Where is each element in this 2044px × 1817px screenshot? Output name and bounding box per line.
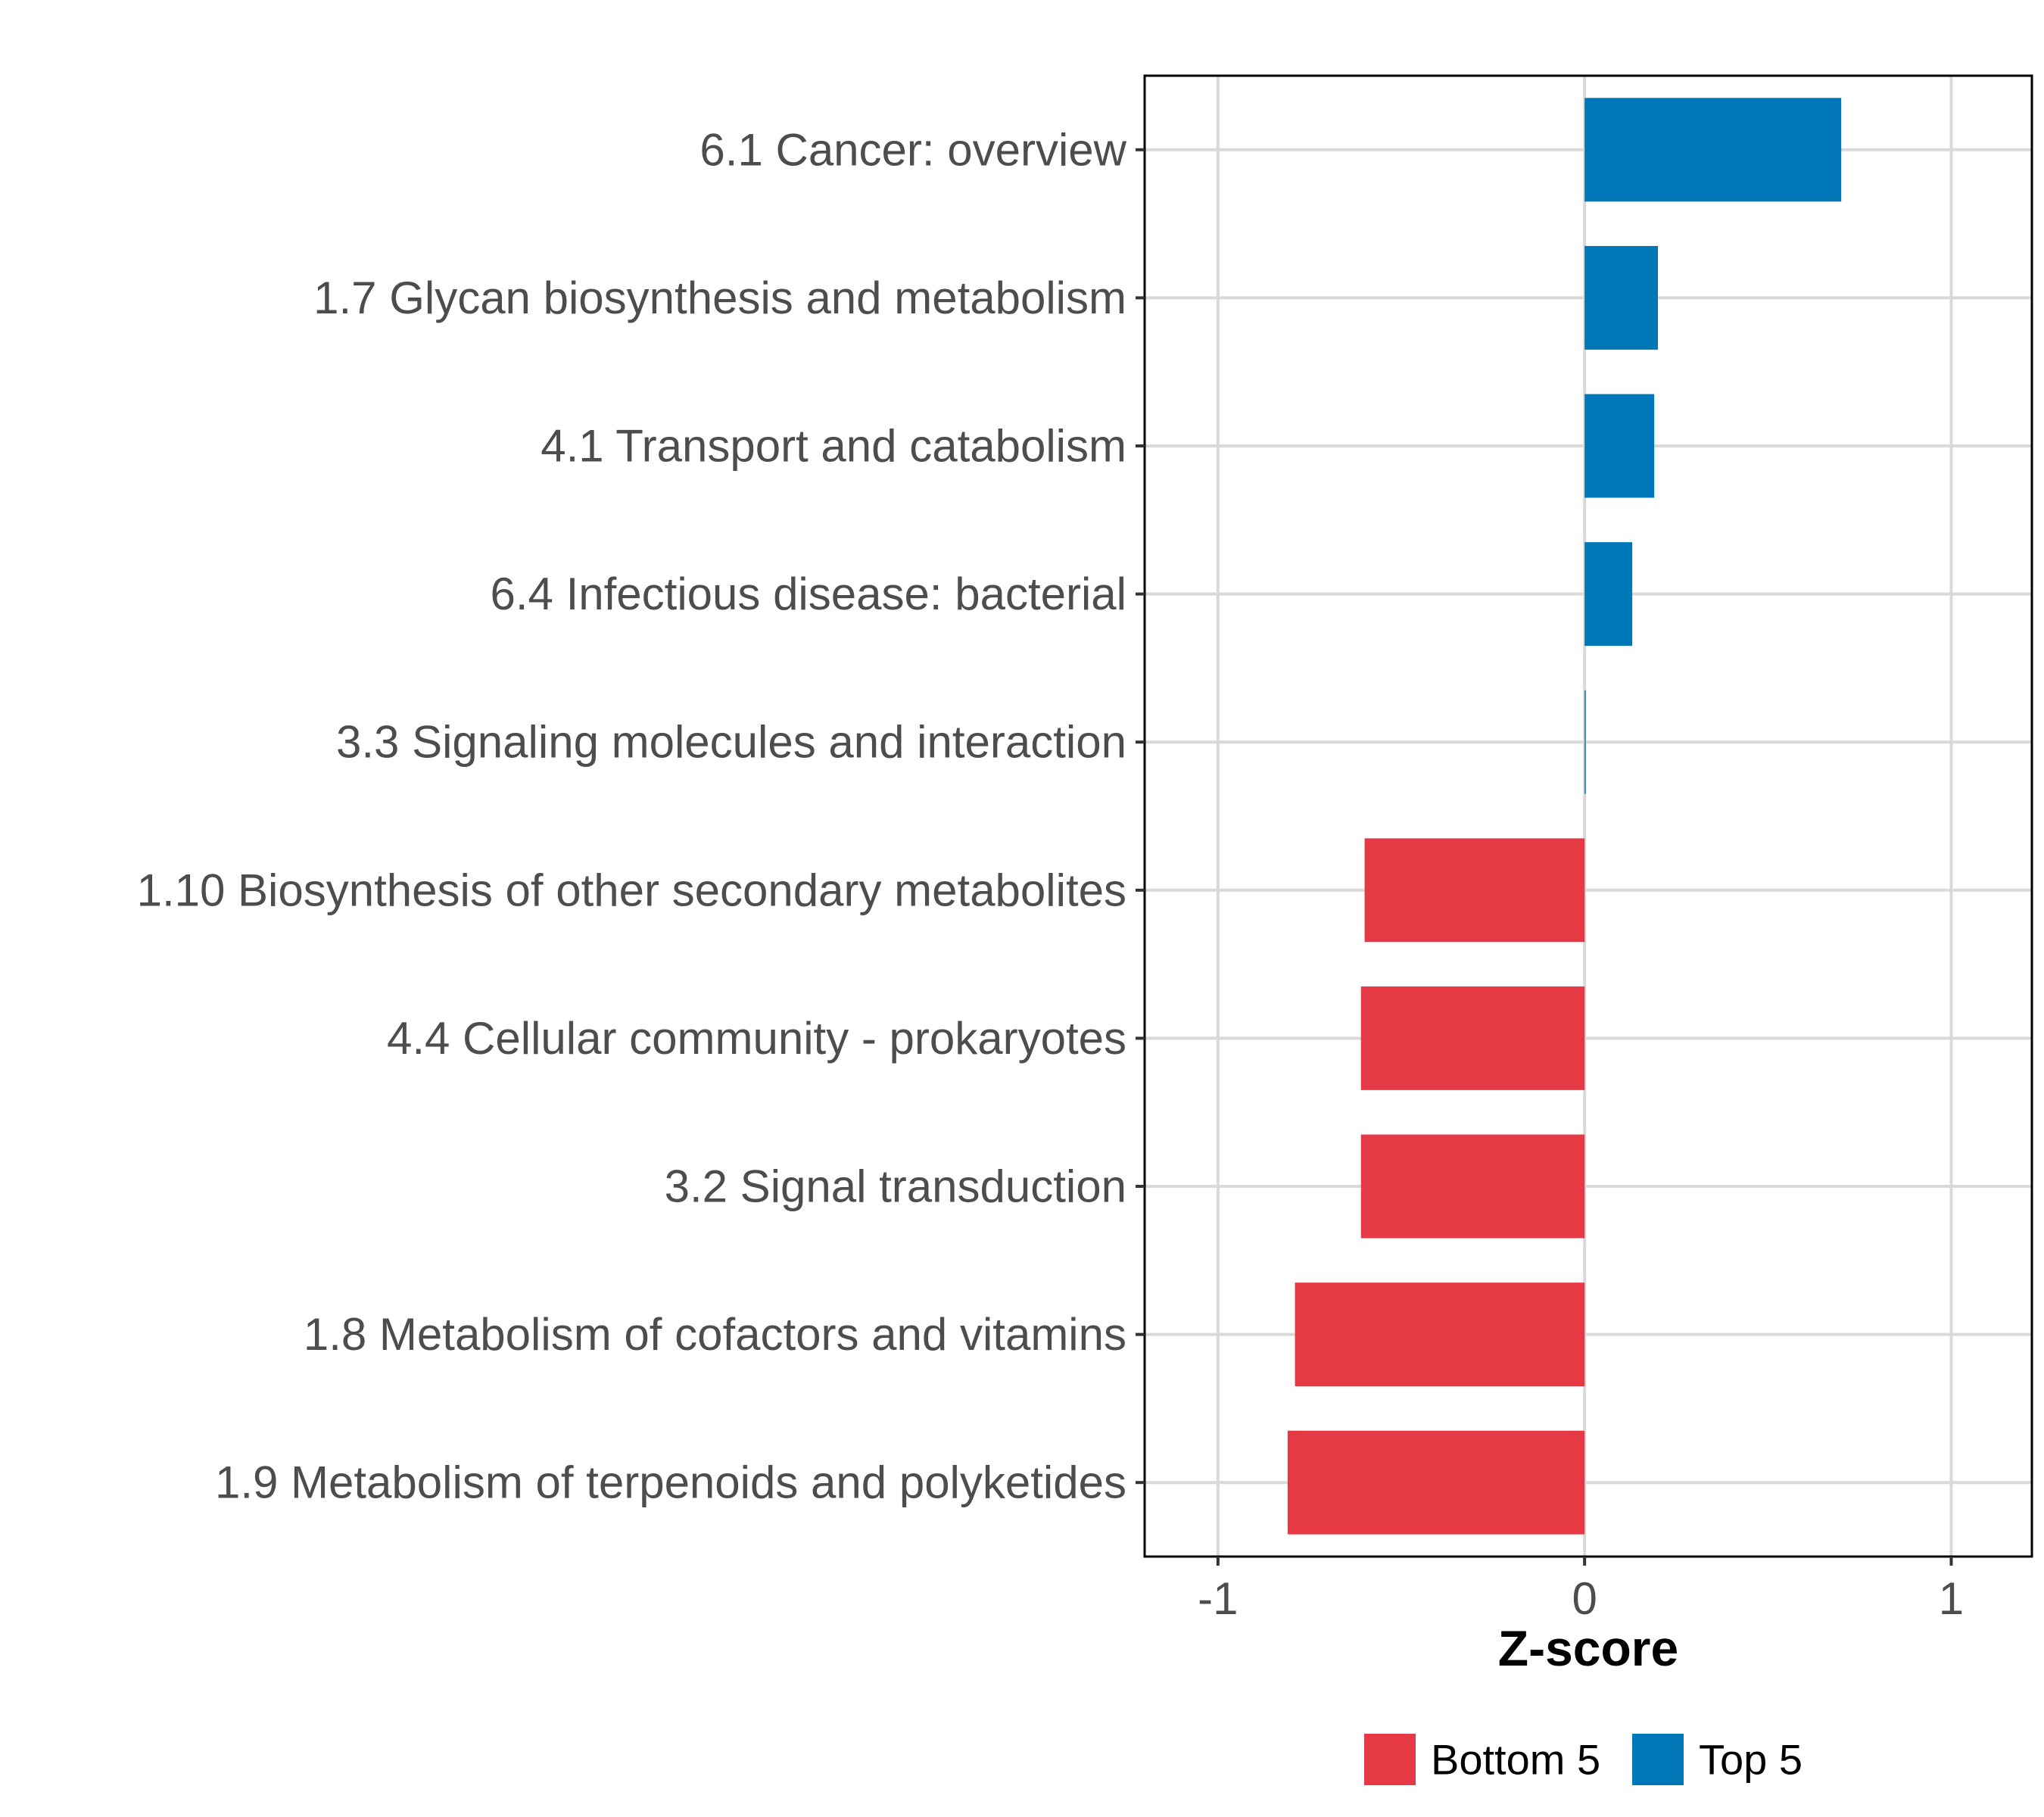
x-tick-label: -1 [1198,1573,1238,1624]
bar [1584,245,1659,350]
x-axis-title: Z-score [1498,1620,1678,1676]
bar [1584,542,1633,647]
y-tick-label: 3.2 Signal transduction [665,1161,1126,1212]
bar [1584,394,1655,498]
y-tick-label: 1.8 Metabolism of cofactors and vitamins [304,1309,1126,1360]
legend-key [1632,1734,1684,1785]
legend-label: Top 5 [1699,1736,1803,1784]
y-tick-label: 1.9 Metabolism of terpenoids and polyket… [215,1457,1126,1508]
y-tick-label: 4.4 Cellular community - prokaryotes [387,1013,1126,1064]
legend: Bottom 5 Top 5 [1364,1734,1803,1785]
bar [1584,690,1586,794]
bars [1287,98,1842,1535]
x-axis: -1 0 1 [1198,1557,1964,1624]
plot-panel-border [1143,74,2033,1558]
bar [1295,1282,1585,1387]
x-tick-label: 0 [1572,1573,1597,1624]
y-tick-label: 6.1 Cancer: overview [700,124,1126,175]
bar [1287,1430,1585,1535]
bar [1360,986,1585,1090]
legend-label: Bottom 5 [1431,1736,1600,1784]
bar [1364,838,1585,943]
y-tick-label: 1.7 Glycan biosynthesis and metabolism [313,273,1126,323]
bar [1584,98,1842,202]
bar [1360,1134,1585,1239]
y-tick-label: 1.10 Biosynthesis of other secondary met… [137,865,1126,915]
y-axis: 6.1 Cancer: overview 1.7 Glycan biosynthe… [137,124,1145,1508]
y-tick-label: 6.4 Infectious disease: bacterial [491,569,1127,619]
y-tick-label: 3.3 Signaling molecules and interaction [336,717,1126,768]
legend-key [1364,1734,1416,1785]
y-tick-label: 4.1 Transport and catabolism [541,421,1126,472]
x-tick-label: 1 [1939,1573,1964,1624]
